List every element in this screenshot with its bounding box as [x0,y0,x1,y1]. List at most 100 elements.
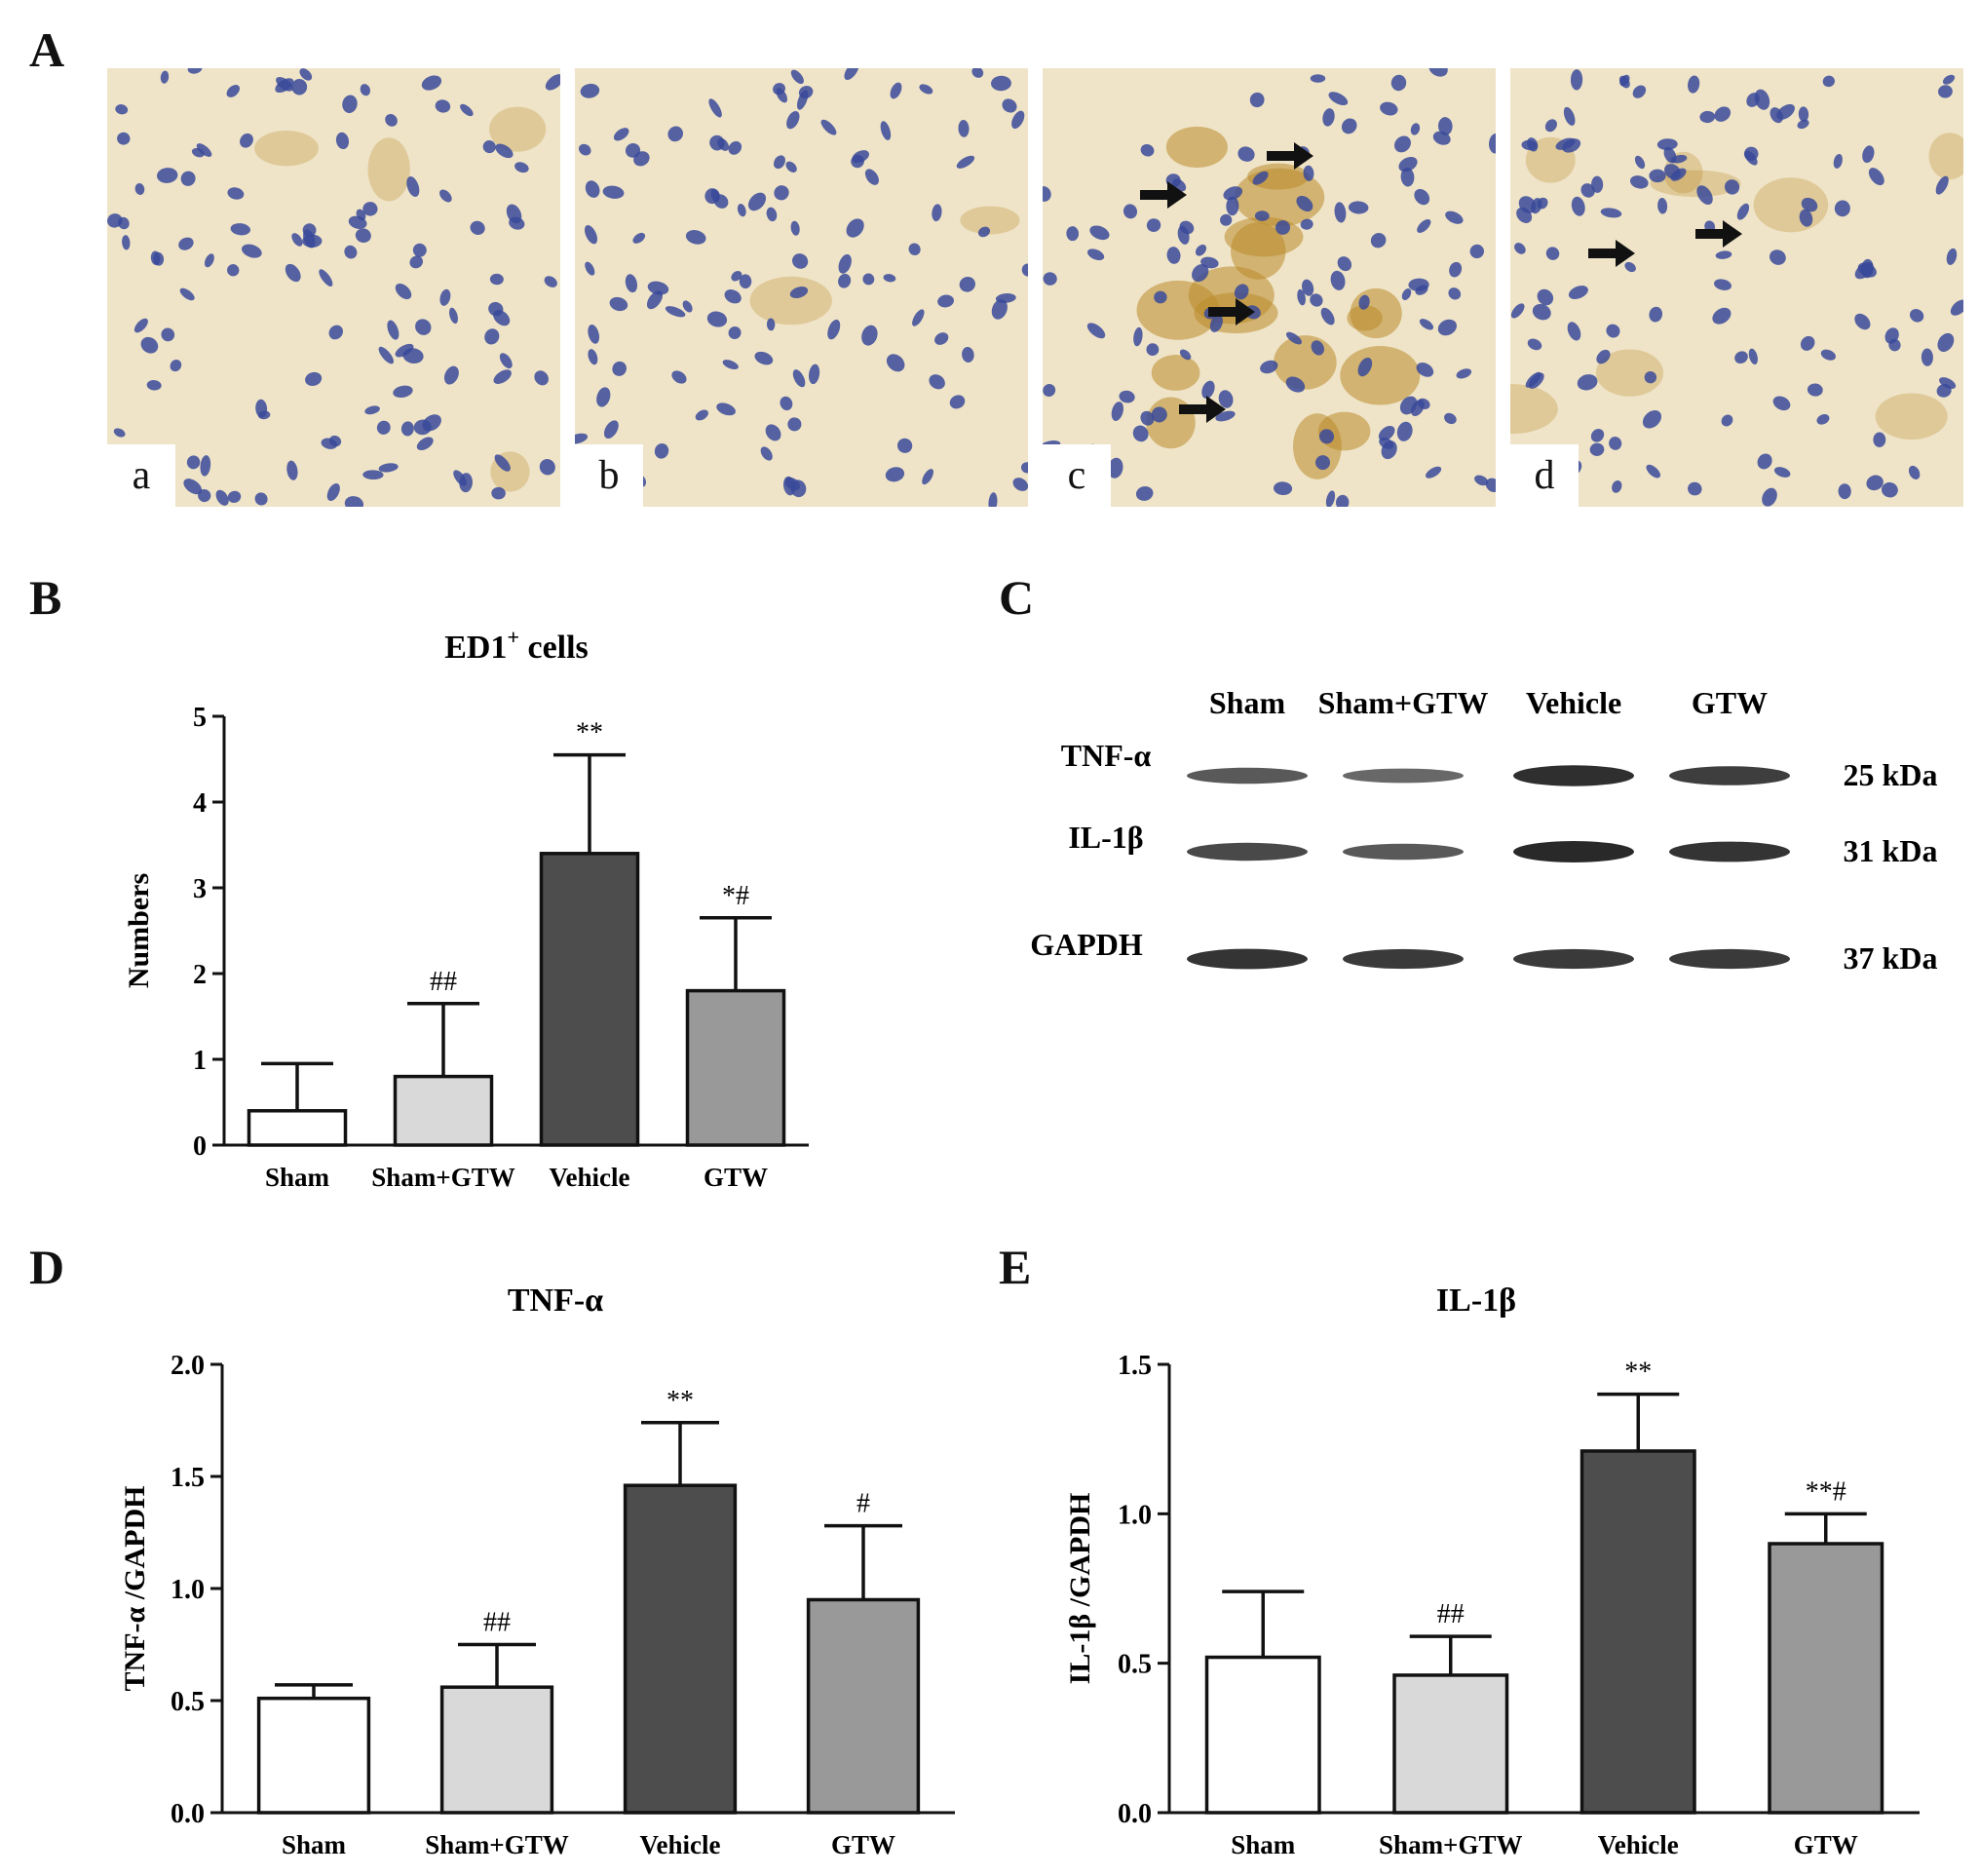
nucleus [1881,481,1898,498]
nucleus [728,140,742,155]
nucleus [299,68,313,81]
x-tick-label: Sham+GTW [371,1163,514,1192]
nucleus [1310,74,1326,83]
x-tick-label: Sham+GTW [1379,1830,1522,1859]
nucleus [609,296,628,312]
nucleus [200,455,211,477]
nucleus [509,216,525,230]
nucleus [1757,453,1772,470]
nucleus [1417,398,1430,409]
micrograph-a-image [107,68,560,507]
nucleus [493,369,512,385]
micrograph-d-image [1510,68,1963,507]
nucleus [790,220,800,236]
nucleus [1773,467,1791,478]
nucleus [460,103,474,117]
nucleus [1249,92,1265,108]
nucleus [1772,396,1791,411]
nucleus [1649,169,1666,183]
nucleus [1516,207,1533,223]
nucleus [539,459,555,476]
nucleus [326,482,340,501]
arrow-head [1206,396,1226,423]
nucleus [1822,75,1835,88]
nucleus [1873,432,1886,447]
micrograph-c-image [1043,68,1496,507]
nucleus [1544,119,1557,133]
nucleus [1438,117,1453,135]
nucleus [1820,349,1837,361]
nucleus [1303,165,1314,181]
nucleus [1445,211,1464,224]
nucleus [385,113,398,127]
nucleus [1398,156,1418,172]
nucleus [1179,349,1192,361]
blot-band [1187,948,1308,970]
bar-gtw [806,1597,921,1815]
nucleus [789,287,809,298]
x-tick-label: Sham [265,1163,330,1192]
molecular-weight-label: 25 kDa [1844,757,1938,792]
nucleus [709,134,725,151]
nucleus [1300,218,1313,230]
nucleus [625,274,637,293]
nucleus [409,255,424,269]
nucleus [240,133,253,148]
nucleus [1410,123,1421,135]
nucleus [1937,332,1955,352]
x-tick-label: Vehicle [640,1830,721,1859]
micrograph-d-label: d [1510,444,1579,507]
nucleus [1357,357,1373,377]
stain-patch [1928,133,1963,180]
nucleus [958,120,970,137]
nucleus [1606,324,1620,338]
nucleus [1123,204,1138,219]
nucleus [1799,209,1813,227]
nucleus [1489,133,1496,154]
micrograph-b-label: b [575,444,643,507]
nucleus [134,183,145,196]
arrow-head [1723,220,1742,248]
nucleus [1664,164,1681,179]
nucleus [588,349,598,365]
nucleus [1086,249,1105,261]
nucleus [861,325,878,346]
y-tick-label: 0 [193,1131,207,1162]
nucleus [1600,208,1622,218]
nucleus [1108,457,1123,479]
lane-label: Sham+GTW [1318,685,1489,720]
stain-patch [1340,346,1421,405]
nucleus [1335,494,1350,507]
nucleus [747,192,767,211]
nucleus [412,243,427,257]
nucleus [760,446,773,461]
nucleus [1527,137,1539,152]
nucleus [1715,250,1732,259]
y-tick-label: 2 [193,960,207,990]
nucleus [1296,195,1313,212]
nucleus [415,319,432,335]
bar-sham-gtw [439,1685,554,1815]
nucleus [827,319,841,340]
significance-annotation: ## [1437,1599,1465,1629]
nucleus [1416,363,1434,377]
nucleus [588,325,600,344]
nucleus [1399,396,1418,415]
nucleus [908,243,921,256]
nucleus [792,369,806,388]
western-blot-image: Sham Sham+GTW Vehicle GTW TNF-α 25 kDa IL-1β 31… [1030,685,1938,976]
nucleus [1854,313,1871,330]
nucleus [387,320,400,340]
nucleus [1942,74,1956,85]
nucleus [329,435,342,447]
y-tick-label: 1.5 [171,1463,205,1493]
arrow-head [1167,181,1187,209]
nucleus [737,203,746,217]
nucleus [1596,349,1611,364]
nucleus [254,492,268,506]
nucleus [1179,220,1195,235]
nucleus [708,98,722,118]
nucleus [991,299,1008,320]
molecular-weight-label: 37 kDa [1844,940,1938,976]
nucleus [1807,383,1823,397]
